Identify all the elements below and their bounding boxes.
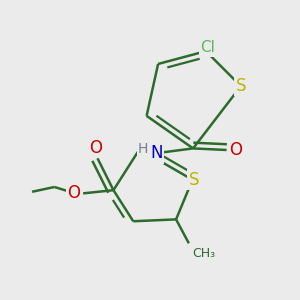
Text: H: H (138, 142, 148, 156)
Text: O: O (229, 141, 242, 159)
Text: O: O (89, 139, 102, 157)
Text: N: N (150, 144, 163, 162)
Text: S: S (236, 77, 246, 95)
Text: CH₃: CH₃ (192, 247, 215, 260)
Text: S: S (189, 171, 199, 189)
Text: O: O (67, 184, 80, 202)
Text: Cl: Cl (200, 40, 215, 56)
